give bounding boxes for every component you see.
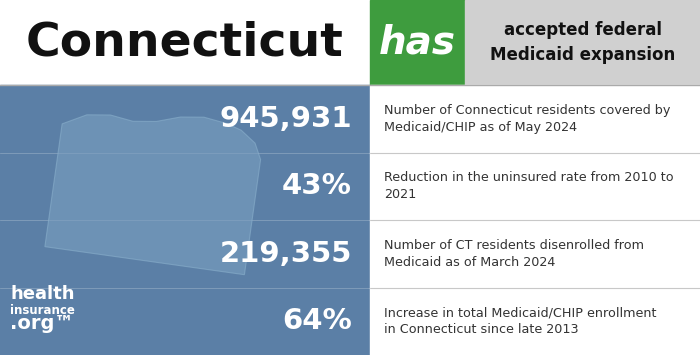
Bar bbox=[0, 85, 370, 355]
Bar bbox=[465, 0, 700, 85]
Text: Connecticut: Connecticut bbox=[26, 20, 344, 65]
Polygon shape bbox=[45, 115, 260, 275]
Bar bbox=[370, 85, 700, 355]
Bar bbox=[0, 0, 370, 85]
Text: 43%: 43% bbox=[282, 172, 352, 200]
Text: Increase in total Medicaid/CHIP enrollment
in Connecticut since late 2013: Increase in total Medicaid/CHIP enrollme… bbox=[384, 306, 657, 336]
Text: accepted federal
Medicaid expansion: accepted federal Medicaid expansion bbox=[490, 21, 675, 64]
Text: Number of CT residents disenrolled from
Medicaid as of March 2024: Number of CT residents disenrolled from … bbox=[384, 239, 644, 269]
Text: insurance: insurance bbox=[10, 304, 75, 317]
Text: has: has bbox=[379, 23, 456, 61]
Text: .org™: .org™ bbox=[10, 314, 74, 333]
Text: Reduction in the uninsured rate from 2010 to
2021: Reduction in the uninsured rate from 201… bbox=[384, 171, 673, 201]
Text: Number of Connecticut residents covered by
Medicaid/CHIP as of May 2024: Number of Connecticut residents covered … bbox=[384, 104, 671, 134]
Text: 64%: 64% bbox=[282, 307, 352, 335]
Bar bbox=[370, 0, 465, 85]
Text: health: health bbox=[10, 285, 74, 303]
Text: 219,355: 219,355 bbox=[220, 240, 352, 268]
Text: 945,931: 945,931 bbox=[219, 105, 352, 133]
